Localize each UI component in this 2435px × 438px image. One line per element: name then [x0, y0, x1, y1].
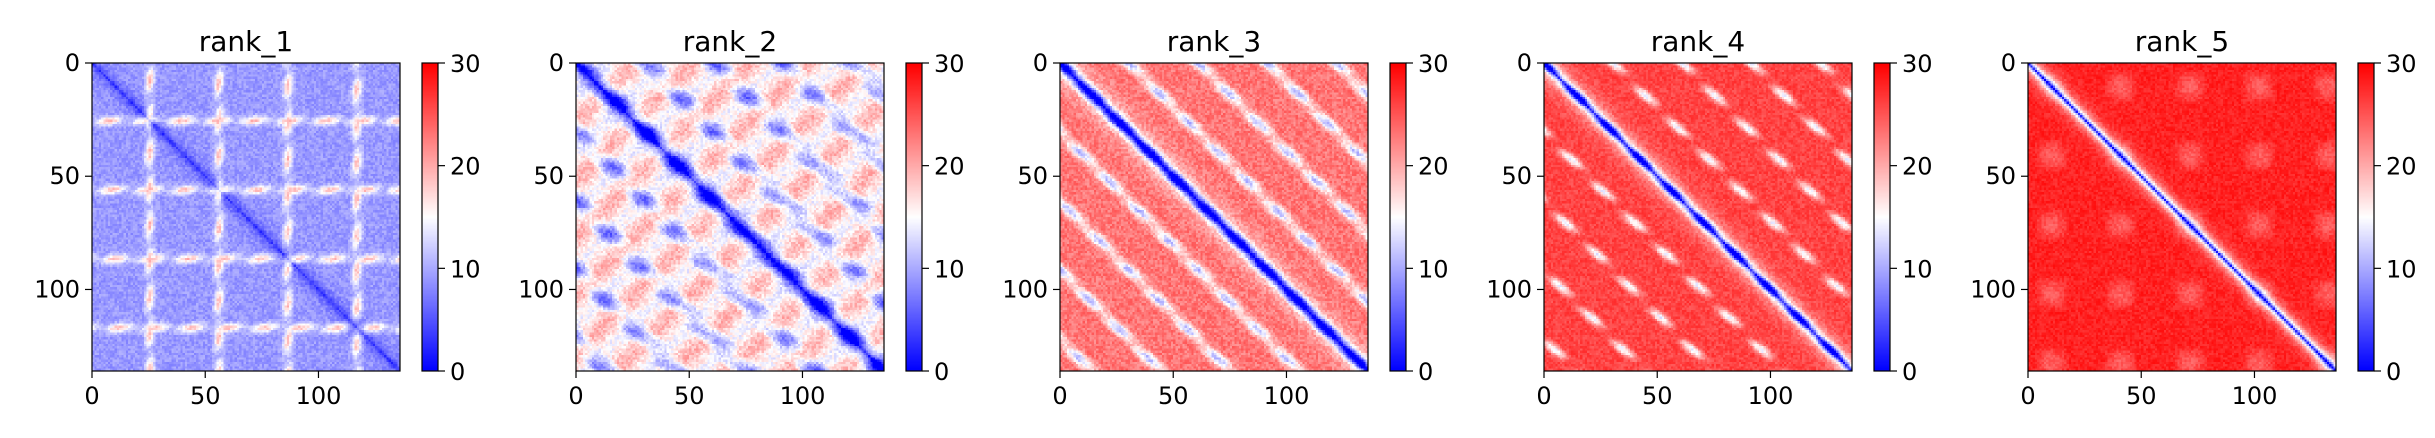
y-tick-label: 0 [549, 49, 564, 77]
colorbar-tick-label: 20 [1902, 153, 1933, 181]
x-tick-label: 100 [1264, 382, 1310, 410]
heatmap-image [576, 63, 884, 371]
colorbar-frame [1873, 62, 1891, 372]
axes-frame [1543, 62, 1853, 372]
panel-title: rank_3 [1167, 25, 1261, 58]
colorbar-tick-label: 10 [934, 255, 965, 283]
axes-frame [91, 62, 401, 372]
x-tick-label: 100 [780, 382, 826, 410]
y-tick-label: 50 [1501, 162, 1532, 190]
x-tick-label: 100 [1748, 382, 1794, 410]
y-tick-label: 50 [49, 162, 80, 190]
y-tick-label: 50 [1017, 162, 1048, 190]
colorbar-tick-label: 30 [1418, 50, 1449, 78]
panel-rank_4: rank_4 0 50 100 0 50 100 0 10 20 30 [1486, 25, 1932, 410]
axes-frame [2027, 62, 2337, 372]
colorbar [2358, 63, 2374, 371]
y-tick-label: 0 [65, 49, 80, 77]
x-tick-label: 0 [568, 382, 583, 410]
colorbar-tick-label: 20 [1418, 153, 1449, 181]
axes-frame [1059, 62, 1369, 372]
colorbar [1874, 63, 1890, 371]
y-tick-label: 100 [518, 275, 564, 303]
heatmap-image [1544, 63, 1852, 371]
y-tick-label: 50 [1985, 162, 2016, 190]
colorbar-tick-label: 30 [934, 50, 965, 78]
y-tick-label: 100 [34, 275, 80, 303]
colorbar-frame [905, 62, 923, 372]
panel-title: rank_5 [2135, 25, 2229, 58]
y-tick-label: 100 [1486, 275, 1532, 303]
panel-title: rank_1 [199, 25, 293, 58]
x-tick-label: 0 [84, 382, 99, 410]
x-tick-label: 0 [1536, 382, 1551, 410]
colorbar-tick-label: 20 [934, 153, 965, 181]
panel-title: rank_4 [1651, 25, 1745, 58]
colorbar-tick-label: 10 [1902, 255, 1933, 283]
heatmap-image [2028, 63, 2336, 371]
x-tick-label: 0 [1052, 382, 1067, 410]
colorbar-frame [1389, 62, 1407, 372]
colorbar [422, 63, 438, 371]
colorbar-tick-label: 0 [934, 358, 949, 386]
panel-rank_5: rank_5 0 50 100 0 50 100 0 10 20 30 [1970, 25, 2416, 410]
colorbar-frame [421, 62, 439, 372]
x-tick-label: 100 [2232, 382, 2278, 410]
panel-rank_2: rank_2 0 50 100 0 50 100 0 10 20 30 [518, 25, 964, 410]
colorbar-tick-label: 30 [1902, 50, 1933, 78]
colorbar-tick-label: 0 [450, 358, 465, 386]
colorbar-tick-label: 30 [2386, 50, 2417, 78]
colorbar-tick-label: 10 [450, 255, 481, 283]
x-tick-label: 50 [674, 382, 705, 410]
heatmap-image [92, 63, 400, 371]
y-tick-label: 100 [1002, 275, 1048, 303]
y-tick-label: 100 [1970, 275, 2016, 303]
panel-rank_3: rank_3 0 50 100 0 50 100 0 10 20 30 [1002, 25, 1448, 410]
y-tick-label: 0 [2001, 49, 2016, 77]
colorbar-tick-label: 20 [2386, 153, 2417, 181]
y-tick-label: 0 [1517, 49, 1532, 77]
colorbar-tick-label: 0 [1418, 358, 1433, 386]
colorbar-frame [2357, 62, 2375, 372]
colorbar-tick-label: 0 [2386, 358, 2401, 386]
colorbar-tick-label: 30 [450, 50, 481, 78]
colorbar-tick-label: 10 [1418, 255, 1449, 283]
x-tick-label: 100 [296, 382, 342, 410]
axes-frame [575, 62, 885, 372]
colorbar-tick-label: 0 [1902, 358, 1917, 386]
y-tick-label: 0 [1033, 49, 1048, 77]
x-tick-label: 50 [1158, 382, 1189, 410]
colorbar [1390, 63, 1406, 371]
panel-rank_1: rank_1 0 50 100 0 50 100 0 10 20 30 [34, 25, 480, 410]
x-tick-label: 50 [1642, 382, 1673, 410]
panel-title: rank_2 [683, 25, 777, 58]
x-tick-label: 50 [2126, 382, 2157, 410]
y-tick-label: 50 [533, 162, 564, 190]
x-tick-label: 50 [190, 382, 221, 410]
heatmap-image [1060, 63, 1368, 371]
colorbar-tick-label: 10 [2386, 255, 2417, 283]
colorbar-tick-label: 20 [450, 153, 481, 181]
x-tick-label: 0 [2020, 382, 2035, 410]
colorbar [906, 63, 922, 371]
